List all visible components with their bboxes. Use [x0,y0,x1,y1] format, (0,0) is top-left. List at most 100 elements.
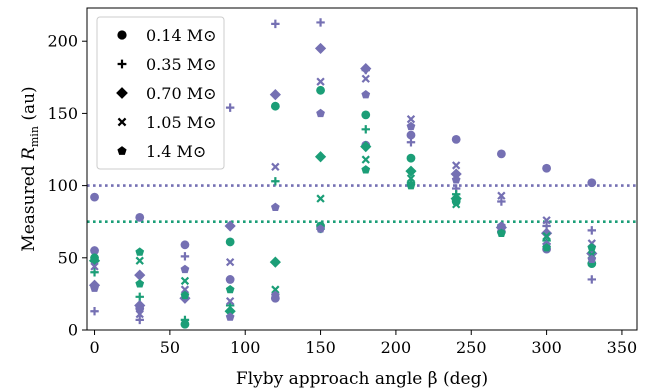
y-tick-label: 100 [47,176,78,195]
data-point-x [497,191,506,200]
data-point-circle [496,149,506,159]
data-point-circle [90,192,99,202]
y-axis-ticks: 0 50 100 150 200 [47,32,87,340]
reference-lines [87,184,637,224]
data-point-circle [406,130,416,140]
data-point-x [361,155,370,164]
data-point-diamond [134,299,146,312]
data-point-pentagon [270,202,280,211]
data-point-plus [361,125,370,134]
data-point-plus [135,292,144,301]
data-point-plus [406,138,416,147]
data-point-x [225,257,235,267]
x-axis-label: Flyby approach angle β (deg) [236,369,488,389]
data-point-pentagon [497,228,506,237]
data-point-pentagon [180,264,190,274]
legend-marker-plus [117,59,127,69]
data-points [88,18,598,329]
x-tick-label: 300 [531,338,562,357]
x-tick-label: 200 [381,338,412,357]
x-tick-label: 100 [230,338,261,357]
data-point-plus [497,197,506,206]
data-point-x [225,296,235,306]
data-point-pentagon [225,312,235,321]
legend-label: 1.4 M⊙ [146,142,206,161]
x-tick-label: 250 [456,338,487,357]
plot-frame [86,7,638,331]
x-axis-ticks: 0 50 100 150 200 250 300 350 [89,330,637,357]
data-point-diamond [360,141,372,153]
data-point-pentagon [451,196,461,206]
data-point-x [90,262,99,271]
legend-label: 0.35 M⊙ [146,55,217,74]
x-tick-label: 50 [160,338,180,357]
data-point-plus [180,315,190,325]
data-point-plus [90,307,99,316]
data-point-pentagon [90,283,99,292]
data-point-diamond [224,305,236,317]
legend-marker-circle [117,30,127,40]
y-axis-label: Measured Rmin (au) [19,86,41,251]
data-point-diamond [314,42,327,55]
legend-marker-diamond [116,87,128,99]
data-point-x [271,285,280,294]
data-point-plus [271,177,280,186]
data-point-diamond [405,165,417,177]
data-point-pentagon [587,254,597,263]
data-point-pentagon [135,279,145,288]
data-point-plus [90,268,99,277]
data-point-pentagon [361,165,371,174]
x-tick-label: 150 [305,338,336,357]
data-point-circle [135,212,145,222]
data-point-plus [587,275,596,284]
data-point-x [180,276,190,286]
data-point-pentagon [406,121,416,131]
data-point-x [406,115,416,124]
data-point-plus [180,252,190,261]
legend-marker-pentagon [117,146,127,155]
data-point-pentagon [180,290,190,300]
data-point-diamond [269,256,281,268]
data-point-pentagon [135,247,145,256]
data-point-plus [135,315,144,325]
legend-label: 1.05 M⊙ [146,113,217,132]
data-point-circle [406,153,416,163]
data-point-x [135,309,144,319]
data-point-circle [270,101,280,111]
data-point-x [135,256,144,265]
data-point-diamond [134,269,146,281]
data-point-diamond [224,220,236,232]
data-point-pentagon [497,221,506,230]
data-point-circle [225,275,235,284]
data-point-pentagon [406,181,416,190]
data-point-diamond [314,151,327,163]
y-tick-label: 0 [68,321,78,340]
data-point-x [542,231,551,241]
data-point-x [180,285,190,294]
data-point-circle [180,240,190,250]
data-point-x [316,194,325,203]
data-point-diamond [540,227,553,239]
data-point-pentagon [361,90,371,99]
data-point-circle [316,85,325,95]
data-point-diamond [88,255,101,267]
data-point-x [542,216,551,225]
data-point-pentagon [316,108,325,118]
data-point-plus [316,18,325,27]
data-point-x [406,174,416,183]
data-point-diamond [269,89,281,101]
legend-marker-x [117,117,127,127]
y-tick-label: 150 [47,104,78,123]
data-point-pentagon [451,175,461,184]
data-point-x [452,161,461,170]
legend: 0.14 M⊙ 0.35 M⊙ 0.70 M⊙ 1.05 M⊙ 1.4 M⊙ [96,16,225,170]
data-point-pentagon [270,290,280,300]
data-point-circle [225,237,235,247]
data-point-circle [90,246,99,255]
legend-label: 0.14 M⊙ [146,26,217,45]
legend-box [96,16,225,170]
x-tick-label: 0 [89,338,99,357]
data-point-circle [361,110,371,120]
data-point-circle [451,134,461,144]
data-point-circle [587,178,597,188]
